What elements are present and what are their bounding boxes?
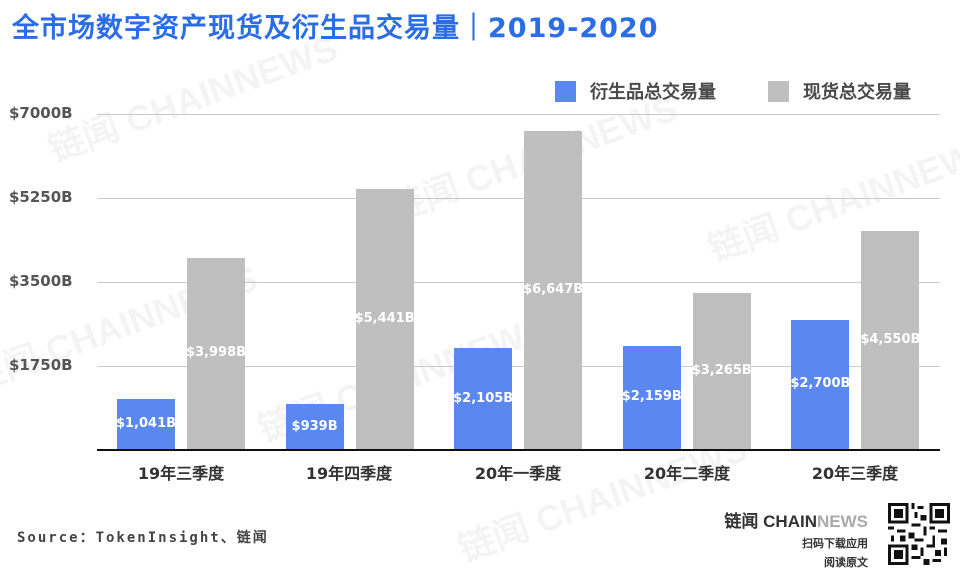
bar-value-label: $2,700B (790, 376, 851, 392)
bar-spot: $4,550B (860, 231, 920, 449)
x-axis-line (97, 449, 940, 451)
y-tick-label: $1750B (9, 356, 73, 374)
brand-line-download: 扫码下载应用 (802, 537, 868, 550)
legend-swatch-spot (768, 80, 789, 102)
source-note: Source：TokenInsight、链闻 (17, 530, 269, 546)
legend-item-derivatives: 衍生品总交易量 (555, 78, 716, 104)
bar-value-label: $4,550B (860, 332, 921, 348)
bar-derivatives: $2,159B (622, 345, 682, 449)
y-tick-label: $5250B (9, 188, 73, 206)
bar-spot: $6,647B (523, 130, 583, 449)
bar-derivatives: $1,041B (116, 399, 176, 449)
y-tick-label: $7000B (9, 104, 73, 122)
bar-derivatives: $2,105B (453, 348, 513, 449)
chart-title: 全市场数字资产现货及衍生品交易量｜2019-2020 (12, 13, 659, 44)
bar-spot: $3,265B (692, 292, 752, 449)
qr-code-icon[interactable] (888, 502, 950, 566)
legend-label: 衍生品总交易量 (590, 82, 716, 103)
legend-swatch-derivatives (555, 80, 576, 102)
legend-item-spot: 现货总交易量 (768, 78, 911, 104)
bar-spot: $3,998B (186, 257, 246, 449)
bar-value-label: $2,105B (453, 390, 514, 406)
x-tick-label: 19年四季度 (305, 464, 393, 483)
x-tick-label: 19年三季度 (137, 464, 225, 483)
bar-value-label: $939B (291, 418, 338, 434)
bar-value-label: $6,647B (523, 281, 584, 297)
y-tick-label: $3500B (9, 272, 73, 290)
gridline (97, 366, 940, 367)
plot-area: $7000B $5250B $3500B $1750B $1,041B $3,99… (9, 104, 940, 483)
bar-derivatives: $939B (285, 404, 344, 449)
x-tick-label: 20年三季度 (811, 464, 899, 483)
bar-derivatives: $2,700B (790, 319, 850, 449)
bar-value-label: $5,441B (354, 310, 415, 326)
x-tick-label: 20年一季度 (474, 464, 562, 483)
x-tick-label: 20年二季度 (643, 464, 731, 483)
bar-value-label: $3,265B (691, 362, 752, 378)
legend: 衍生品总交易量 现货总交易量 (555, 78, 911, 104)
brand-block: 链闻 CHAINNEWS 扫码下载应用 阅读原文 (724, 507, 868, 570)
brand-line-read: 阅读原文 (824, 556, 868, 569)
gridline (97, 114, 940, 115)
bar-value-label: $1,041B (115, 416, 177, 432)
brand-logo-news: NEWS (817, 512, 868, 531)
brand-logo: 链闻 CHAINNEWS (724, 507, 868, 532)
gridline (97, 282, 940, 283)
bar-spot: $5,441B (355, 188, 415, 449)
brand-logo-chain: CHAIN (763, 512, 817, 531)
legend-label: 现货总交易量 (803, 82, 911, 103)
bar-value-label: $2,159B (621, 389, 682, 405)
bar-value-label: $3,998B (185, 345, 247, 361)
gridline (97, 198, 940, 199)
brand-logo-cn: 链闻 (724, 512, 764, 531)
